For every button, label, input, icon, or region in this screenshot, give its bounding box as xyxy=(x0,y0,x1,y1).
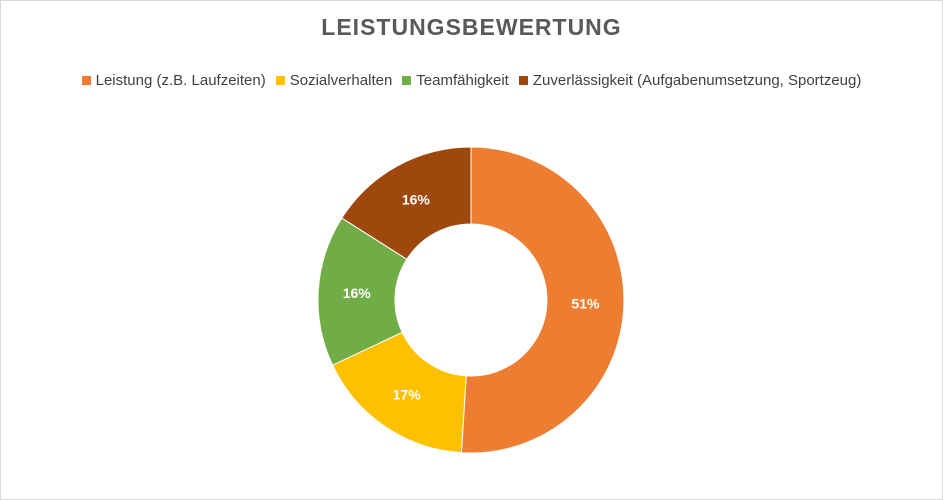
legend-label: Sozialverhalten xyxy=(289,72,393,89)
legend-label: Zuverlässigkeit (Aufgabenumsetzung, Spor… xyxy=(532,72,862,89)
legend-swatch xyxy=(275,76,285,85)
data-label-1: 51% xyxy=(571,296,600,312)
legend-item-leistung: Leistung (z.B. Laufzeiten) xyxy=(81,72,266,89)
donut-slice-1 xyxy=(460,146,625,454)
legend-label: Leistung (z.B. Laufzeiten) xyxy=(95,72,266,89)
chart-legend: Leistung (z.B. Laufzeiten) Sozialverhalt… xyxy=(0,72,943,89)
legend-swatch xyxy=(81,76,91,85)
legend-label: Teamfähigkeit xyxy=(416,72,509,89)
data-label-4: 16% xyxy=(402,192,431,208)
donut-slice-4 xyxy=(341,146,472,260)
legend-item-zuverlaessigkeit: Zuverlässigkeit (Aufgabenumsetzung, Spor… xyxy=(518,72,862,89)
data-label-3: 16% xyxy=(343,285,372,301)
legend-swatch xyxy=(402,76,412,85)
legend-item-teamfaehigkeit: Teamfähigkeit xyxy=(402,72,509,89)
legend-item-sozialverhalten: Sozialverhalten xyxy=(275,72,393,89)
data-label-2: 17% xyxy=(393,387,422,403)
chart-title: LEISTUNGSBEWERTUNG xyxy=(321,14,622,40)
legend-swatch xyxy=(518,76,528,85)
